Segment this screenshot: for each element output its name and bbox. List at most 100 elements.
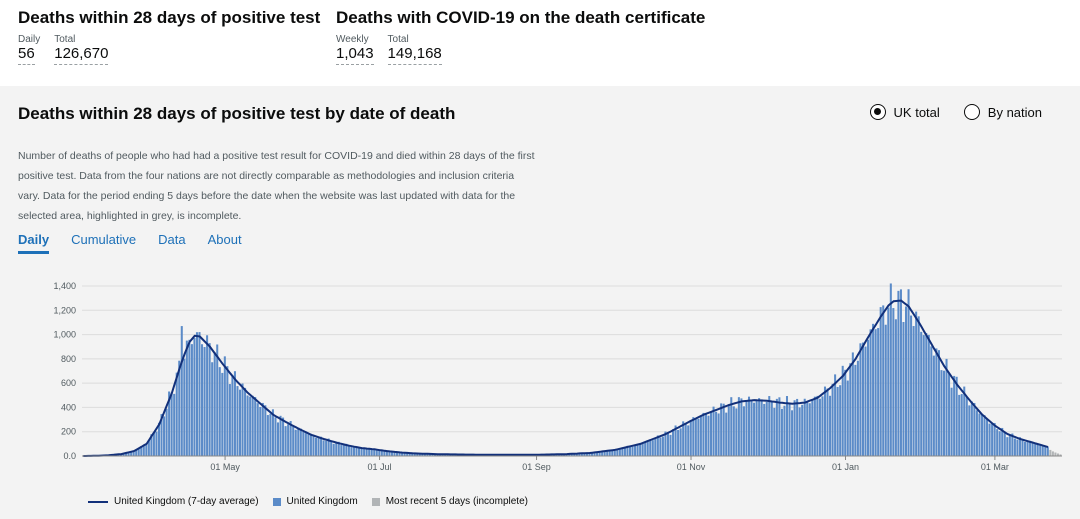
daily-bar [320,436,323,456]
daily-bar [309,433,312,456]
metric-value[interactable]: 56 [18,45,35,65]
daily-bar [942,370,946,456]
daily-bar [975,410,978,456]
daily-bar [747,396,751,456]
tab-cumulative[interactable]: Cumulative [71,232,137,247]
daily-bar [849,363,852,456]
daily-bar [178,360,181,456]
daily-bar [808,403,811,456]
daily-bar [216,344,219,456]
daily-bar [996,429,999,456]
headline-summary: Deaths within 28 days of positive test D… [18,8,1068,78]
daily-bar [396,452,399,456]
incomplete-bar [1059,454,1062,456]
daily-bar [385,450,388,456]
daily-bar [1034,443,1037,456]
daily-bar [958,394,961,456]
daily-bar [1029,440,1032,456]
daily-bar [185,340,188,456]
metric-value[interactable]: 149,168 [387,45,442,65]
daily-bar [190,344,193,456]
daily-bar [1026,441,1029,456]
tab-about[interactable]: About [207,232,242,247]
daily-bar [791,410,794,456]
daily-bar [218,367,221,456]
daily-bar [672,429,675,456]
card-description: Number of deaths of people who had had a… [18,150,535,222]
daily-bar [965,397,968,456]
daily-bar [239,389,242,456]
radio-uk-total[interactable]: UK total [869,104,940,120]
daily-bar [193,337,196,456]
daily-bar [1046,447,1049,456]
daily-bar [715,411,718,456]
radio-unselected-icon[interactable] [963,104,980,120]
tab-data[interactable]: Data [158,232,186,247]
incomplete-bar [1051,451,1054,456]
daily-bar [720,403,723,456]
daily-bar [423,453,426,456]
daily-bar [970,401,973,456]
legend-label: United Kingdom [286,496,358,507]
daily-bar [968,405,971,456]
legend-item-daily: United Kingdom [272,496,358,507]
x-tick-label: 01 Jul [368,462,392,472]
daily-bar [677,430,680,456]
radio-by-nation[interactable]: By nation [963,104,1042,120]
daily-bar [175,372,178,456]
radio-selected-icon[interactable] [869,104,886,120]
daily-bar [421,453,424,456]
daily-bar [213,352,216,456]
daily-bar [163,416,166,456]
daily-bar [910,315,913,456]
daily-bar [363,448,366,456]
daily-bar [631,446,634,456]
daily-bar [165,408,168,456]
y-tick-label: 0.0 [63,451,76,461]
metric-value[interactable]: 1,043 [336,45,374,65]
daily-bar [755,400,758,456]
daily-bar [580,453,583,456]
tab-daily[interactable]: Daily [18,232,50,254]
headline-title: Deaths within 28 days of positive test [18,8,321,27]
daily-bar [279,415,282,456]
daily-bar [950,387,953,456]
daily-bar [598,451,601,456]
metric-label: Daily [18,34,41,45]
daily-bar [955,376,958,456]
daily-deaths-chart[interactable]: 0.0 200 400 600 800 1,000 1,200 1,400 01 May 01 J… [0,278,1080,478]
daily-bar [330,441,333,456]
daily-bar [644,441,647,456]
daily-bar [122,453,125,456]
metric-value[interactable]: 126,670 [54,45,109,65]
daily-bar [256,403,259,456]
y-tick-label: 1,200 [53,305,76,315]
daily-bar [261,402,264,456]
daily-bar [699,415,702,456]
daily-bar [912,326,915,456]
daily-bar [173,393,176,456]
daily-bar [565,454,568,456]
radio-label: By nation [987,104,1042,120]
daily-bar [915,311,918,456]
daily-bar [127,452,130,456]
daily-bar [925,333,928,456]
daily-bar [160,414,163,456]
daily-bar [401,452,404,456]
daily-bar [811,400,814,456]
y-tick-label: 1,400 [53,281,76,291]
incomplete-bar [1056,453,1059,456]
average-line [83,299,1049,457]
daily-bar [233,371,236,456]
daily-bar [702,412,705,456]
daily-bar [904,306,908,456]
daily-bar [302,431,305,456]
x-tick-label: 01 Sep [522,462,551,472]
daily-bar [861,342,864,456]
daily-bar [373,449,376,456]
daily-bar [231,375,234,456]
daily-bar [775,398,778,456]
headline-title: Deaths with COVID-19 on the death certif… [336,8,706,27]
legend-incomplete-swatch [371,497,380,506]
metric-label: Weekly [336,34,369,45]
